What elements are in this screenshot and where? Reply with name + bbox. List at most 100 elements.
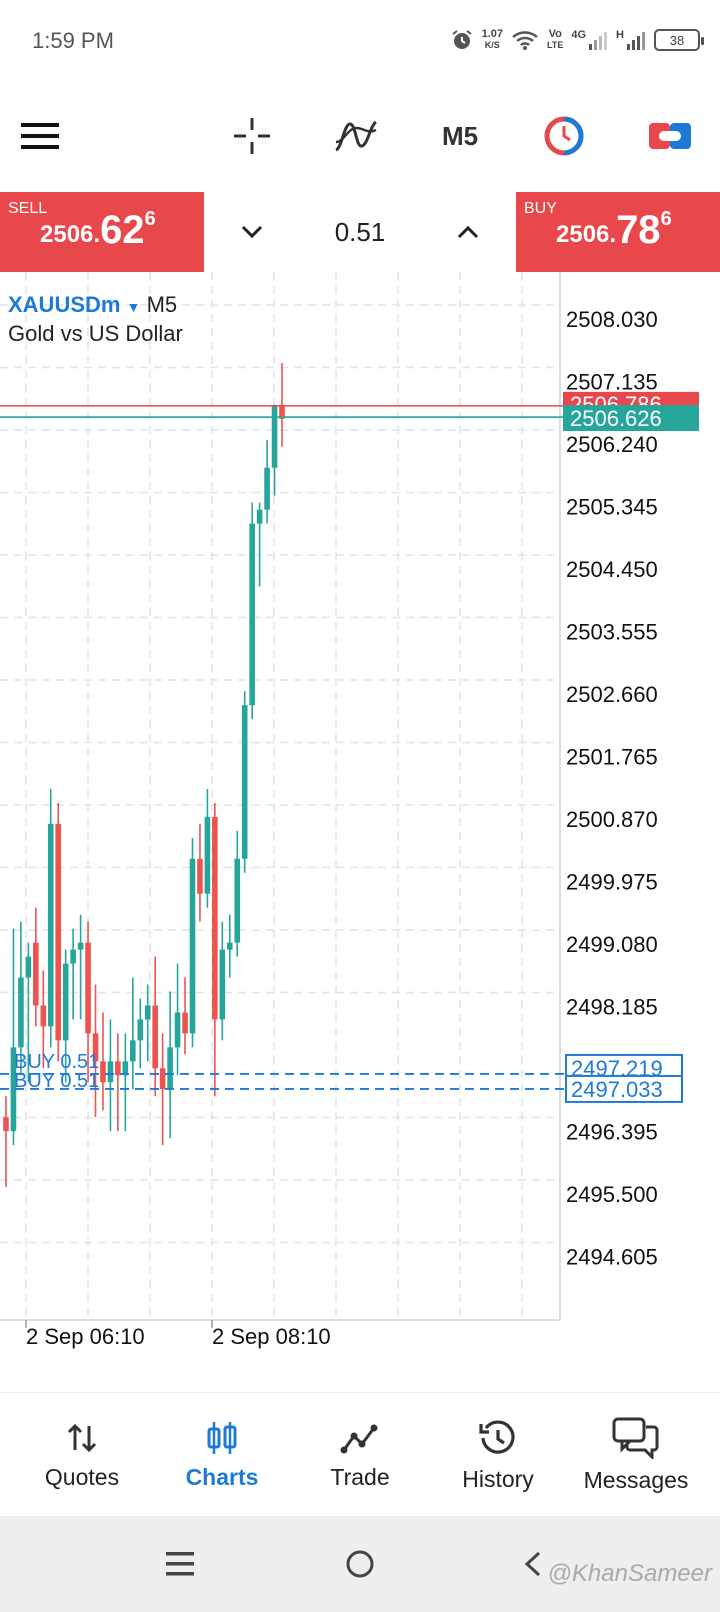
quotes-icon [67, 1423, 97, 1452]
candle-body [25, 956, 32, 978]
candle-body [226, 942, 233, 950]
one-click-trading-button[interactable] [640, 90, 700, 182]
nav-history-label: History [462, 1465, 534, 1492]
candle-body [204, 816, 211, 894]
wifi-icon [512, 31, 538, 50]
bottom-navigation: Quotes Charts Trade History Messages [0, 1392, 720, 1516]
nav-charts[interactable]: Charts [152, 1393, 292, 1517]
candle-body [92, 1033, 99, 1062]
recent-apps-icon [166, 1552, 194, 1576]
crosshair-button[interactable] [222, 90, 282, 182]
candle-body [115, 1061, 121, 1076]
decrease-lot-button[interactable] [239, 224, 265, 240]
bid-price-label: 2506.626 [570, 406, 662, 431]
candle-body [10, 1047, 17, 1132]
time-label: 2 Sep 06:10 [26, 1324, 145, 1349]
y-tick-label: 2502.660 [566, 682, 658, 707]
status-time: 1:59 PM [32, 28, 114, 53]
sell-price: 2506. 62 6 [40, 208, 156, 252]
position-label: BUY 0.51 [14, 1051, 99, 1073]
candle-body [137, 1019, 144, 1041]
signal-bars-icon [627, 32, 645, 50]
symbol-description: Gold vs US Dollar [8, 321, 183, 346]
signal-h: H [616, 30, 646, 50]
nav-messages[interactable]: Messages [566, 1393, 706, 1517]
symbol-name[interactable]: XAUUSDm [8, 292, 121, 317]
position-price-label: 2497.033 [571, 1077, 663, 1102]
system-navigation-bar: @KhanSameer [0, 1516, 720, 1612]
nav-trade-label: Trade [330, 1463, 390, 1490]
menu-icon [21, 123, 59, 149]
buy-label: BUY [524, 200, 557, 217]
signal-bars-icon [589, 32, 608, 50]
candle-body [85, 942, 91, 1034]
nav-quotes-label: Quotes [44, 1463, 120, 1490]
chart-background [0, 272, 720, 1392]
one-click-trading-icon [649, 123, 691, 149]
candle-body [62, 963, 69, 1041]
candle-body [159, 1068, 166, 1090]
candle-body [167, 1047, 173, 1090]
candle-body [271, 404, 278, 468]
sell-button[interactable]: SELL 2506. 62 6 [0, 192, 204, 272]
menu-button[interactable] [10, 90, 70, 182]
y-tick-label: 2499.080 [566, 932, 658, 957]
symbol-dropdown-icon[interactable]: ▼ [126, 299, 141, 315]
y-tick-label: 2494.605 [566, 1245, 658, 1270]
increase-lot-button[interactable] [455, 224, 481, 240]
position-price-box [565, 1074, 683, 1103]
nav-history[interactable]: History [428, 1393, 568, 1517]
charts-icon [207, 1421, 237, 1454]
price-chart[interactable]: 2508.030 2507.135 2506.240 2505.345 2504.450… [0, 272, 720, 1392]
chart-timeframe: M5 [146, 292, 178, 317]
indicators-button[interactable] [326, 90, 386, 182]
timeframe-button[interactable]: M5 [420, 90, 500, 182]
candle-body [33, 942, 39, 1006]
y-tick-label: 2503.555 [566, 620, 658, 645]
candle-body [256, 509, 263, 524]
y-tick-label: 2505.345 [566, 495, 658, 520]
candle-body [264, 467, 270, 510]
nav-charts-label: Charts [185, 1463, 259, 1490]
lot-size-value[interactable]: 0.51 [334, 216, 386, 247]
clock-button[interactable] [534, 90, 594, 182]
battery-indicator: 38 [654, 29, 704, 51]
y-tick-label: 2504.450 [566, 557, 658, 582]
candle-body [249, 523, 255, 706]
home-button[interactable] [336, 1540, 384, 1588]
y-tick-label: 2500.870 [566, 807, 658, 832]
nav-quotes[interactable]: Quotes [12, 1393, 152, 1517]
buy-button[interactable]: BUY 2506. 78 6 [516, 192, 720, 272]
timeframe-label: M5 [441, 120, 479, 151]
y-tick-label: 2506.240 [566, 432, 658, 457]
y-tick-label: 2495.500 [566, 1182, 658, 1207]
candle-body [100, 1061, 106, 1083]
recent-apps-button[interactable] [156, 1540, 204, 1588]
chart-toolbar: M5 [0, 90, 720, 182]
position-label: BUY 0.51 [14, 1070, 99, 1092]
network-speed: 1.07 K/S [481, 28, 504, 51]
candle-body [130, 1040, 136, 1062]
back-button[interactable] [510, 1540, 558, 1588]
candle-body [174, 1012, 181, 1048]
candle-body [152, 1005, 158, 1069]
status-bar: 1:59 PM 1.07 K/S Vo LTE 4G H 38 [0, 0, 720, 80]
crosshair-icon [234, 118, 270, 154]
candle-body [234, 858, 241, 943]
clock-icon [544, 116, 584, 156]
chart-symbol-header[interactable]: XAUUSDm ▼ M5 [8, 292, 177, 318]
time-label: 2 Sep 08:10 [212, 1324, 331, 1349]
back-icon [524, 1551, 541, 1577]
candle-body [77, 942, 84, 950]
candle-body [40, 1005, 47, 1027]
indicators-icon [335, 120, 378, 152]
sell-label: SELL [8, 200, 48, 217]
y-tick-label: 2508.030 [566, 307, 658, 332]
signal-4g: 4G [571, 30, 608, 50]
trade-icon [340, 1424, 378, 1453]
candle-body [144, 1005, 151, 1020]
y-tick-label: 2501.765 [566, 745, 658, 770]
home-icon [346, 1550, 374, 1578]
nav-trade[interactable]: Trade [290, 1393, 430, 1517]
candle-body [241, 705, 248, 859]
